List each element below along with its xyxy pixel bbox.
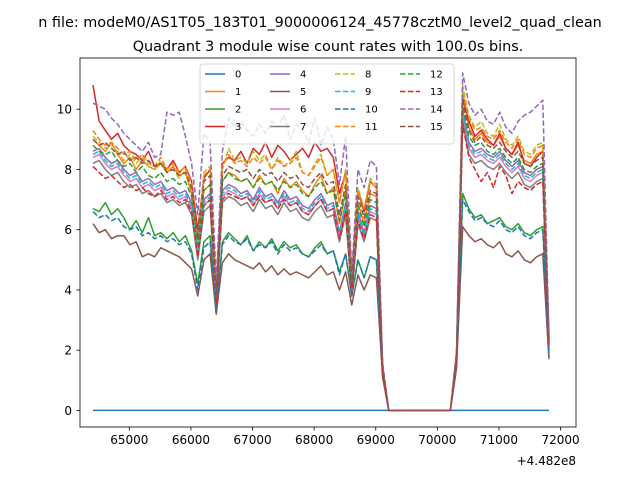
x-tick-label: 69000 [357, 433, 395, 447]
legend-label-10: 10 [365, 105, 378, 116]
y-tick-label: 0 [64, 404, 72, 418]
x-tick-label: 67000 [233, 433, 271, 447]
legend-label-9: 9 [365, 87, 371, 98]
x-offset-text: +4.482e8 [517, 454, 576, 468]
y-tick-label: 6 [64, 223, 72, 237]
legend-label-1: 1 [235, 87, 241, 98]
series-layer [92, 72, 550, 412]
x-tick-label: 70000 [418, 433, 456, 447]
y-tick-label: 10 [57, 103, 72, 117]
x-tick-label: 68000 [295, 433, 333, 447]
axes-frame [79, 57, 577, 428]
y-tick-label: 4 [64, 283, 72, 297]
x-axis: 65000 66000 67000 68000 69000 70000 71000 72000 [110, 427, 580, 447]
legend-label-13: 13 [430, 87, 443, 98]
series-line-8 [92, 84, 550, 412]
legend-label-4: 4 [300, 70, 306, 81]
legend-label-3: 3 [235, 122, 241, 133]
series-line-2 [92, 192, 550, 412]
series-line-11 [92, 93, 550, 412]
legend-label-12: 12 [430, 70, 443, 81]
legend-label-0: 0 [235, 70, 241, 81]
legend-box [199, 63, 455, 145]
series-line-9 [92, 111, 550, 412]
series-line-7 [92, 120, 550, 412]
figure-suptitle: n file: modeM0/AS1T05_183T01_9000006124_… [38, 15, 602, 31]
series-line-14 [92, 72, 550, 412]
x-tick-label: 72000 [542, 433, 580, 447]
series-line-13 [92, 123, 550, 412]
x-tick-label: 65000 [110, 433, 148, 447]
series-line-12 [92, 102, 550, 412]
series-line-15 [92, 99, 550, 412]
series-line-10 [92, 198, 550, 412]
legend-label-11: 11 [365, 122, 378, 133]
x-tick-label: 71000 [480, 433, 518, 447]
y-tick-label: 2 [64, 344, 72, 358]
y-axis: 0 2 4 6 8 10 [57, 103, 80, 418]
legend-label-2: 2 [235, 105, 241, 116]
series-line-1 [92, 90, 550, 412]
legend-label-14: 14 [430, 105, 443, 116]
series-line-4 [92, 108, 550, 412]
y-tick-label: 8 [64, 163, 72, 177]
legend-label-6: 6 [300, 105, 306, 116]
legend-label-5: 5 [300, 87, 306, 98]
series-line-5 [92, 223, 550, 412]
legend-label-7: 7 [300, 122, 306, 133]
legend-label-15: 15 [430, 122, 443, 133]
chart-title: Quadrant 3 module wise count rates with … [133, 39, 524, 55]
legend-label-8: 8 [365, 70, 371, 81]
x-tick-label: 66000 [172, 433, 210, 447]
